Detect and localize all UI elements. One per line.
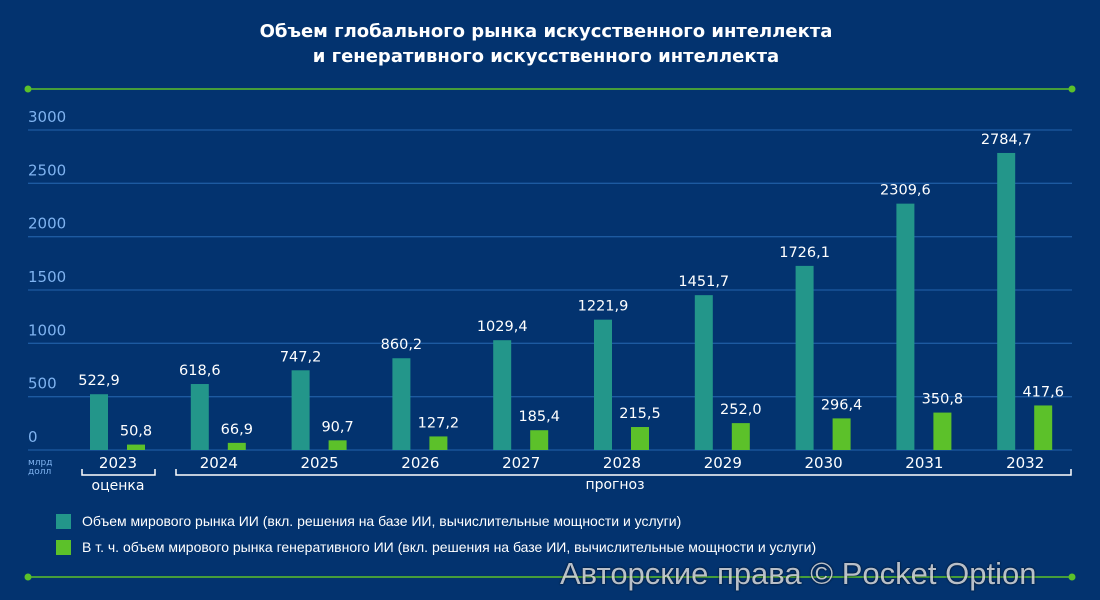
legend-item-generative: В т. ч. объем мирового рынка генеративно… [56, 539, 816, 555]
x-tick-label: 2031 [905, 454, 943, 472]
legend-label-total: Объем мирового рынка ИИ (вкл. решения на… [82, 513, 682, 529]
legend-label-generative: В т. ч. объем мирового рынка генеративно… [82, 539, 817, 555]
data-label-total: 2309,6 [880, 183, 931, 199]
bar-total [392, 358, 411, 450]
data-label-generative: 185,4 [518, 409, 560, 425]
y-tick-label: 1500 [28, 268, 66, 286]
divider-dot [1068, 573, 1076, 581]
legend-swatch-teal [56, 513, 71, 529]
divider-dot [1068, 85, 1076, 93]
annotation-estimate: оценка [92, 478, 145, 494]
data-label-total: 747,2 [280, 349, 322, 365]
data-label-generative: 252,0 [720, 402, 762, 418]
annotation-forecast: прогноз [585, 477, 644, 493]
bracket-forecast [175, 469, 1072, 476]
bar-generative [933, 412, 952, 450]
bar-generative [731, 423, 750, 450]
data-label-total: 1451,7 [678, 274, 729, 290]
bar-generative [1034, 405, 1053, 450]
bar-generative [127, 444, 145, 450]
y-tick-label: 3000 [28, 108, 66, 126]
x-tick-label: 2026 [401, 454, 439, 472]
x-tick-label: 2028 [603, 454, 641, 472]
y-unit-label-line2: долл [28, 467, 51, 477]
data-label-generative: 50,8 [120, 424, 152, 440]
bar-generative [429, 436, 448, 450]
bar-generative [631, 427, 649, 450]
bar-total [795, 265, 814, 450]
data-label-total: 618,6 [179, 363, 221, 379]
bar-generative [530, 430, 549, 450]
data-label-total: 2784,7 [981, 132, 1032, 148]
bar-generative [227, 442, 246, 450]
x-tick-label: 2030 [805, 454, 843, 472]
data-label-total: 1221,9 [578, 299, 629, 315]
bar-total [594, 319, 612, 450]
x-tick-label: 2023 [99, 454, 137, 472]
y-tick-label: 2500 [28, 161, 66, 179]
data-label-generative: 296,4 [821, 397, 863, 413]
x-tick-label: 2029 [704, 454, 742, 472]
legend-item-total: Объем мирового рынка ИИ (вкл. решения на… [56, 513, 681, 529]
bar-generative [832, 418, 851, 450]
data-label-generative: 90,7 [321, 419, 353, 435]
bracket-estimate [81, 469, 156, 476]
watermark: Авторские права © Pocket Option [560, 556, 1037, 591]
data-label-total: 1029,4 [477, 319, 528, 335]
x-tick-label: 2027 [502, 454, 540, 472]
y-tick-label: 1000 [28, 321, 66, 339]
data-label-generative: 127,2 [418, 415, 460, 431]
data-label-total: 1726,1 [779, 245, 830, 261]
bar-total [896, 203, 915, 450]
data-label-generative: 350,8 [922, 392, 964, 408]
y-tick-label: 2000 [28, 215, 66, 233]
data-label-generative: 215,5 [619, 406, 661, 422]
data-label-total: 860,2 [381, 337, 423, 353]
x-tick-label: 2032 [1006, 454, 1044, 472]
bar-total [291, 370, 310, 450]
y-tick-label: 0 [28, 428, 38, 446]
x-tick-label: 2024 [200, 454, 238, 472]
bar-total [190, 384, 209, 450]
data-label-generative: 66,9 [221, 422, 253, 438]
bar-total [694, 295, 713, 450]
bar-total [997, 152, 1016, 450]
legend-swatch-green [56, 539, 71, 555]
bar-total [90, 394, 108, 450]
bar-total [493, 340, 512, 450]
chart-title-line1: Объем глобального рынка искусственного и… [259, 21, 833, 42]
bar-generative [328, 440, 347, 450]
data-label-generative: 417,6 [1022, 384, 1064, 400]
data-label-total: 522,9 [78, 373, 120, 389]
divider-dot [24, 85, 32, 93]
divider-dot [24, 573, 32, 581]
y-unit-label-line1: млрд [28, 458, 52, 468]
chart-title-line2: и генеративного искусственного интеллект… [312, 46, 780, 67]
y-tick-label: 500 [28, 375, 57, 393]
x-tick-label: 2025 [301, 454, 339, 472]
